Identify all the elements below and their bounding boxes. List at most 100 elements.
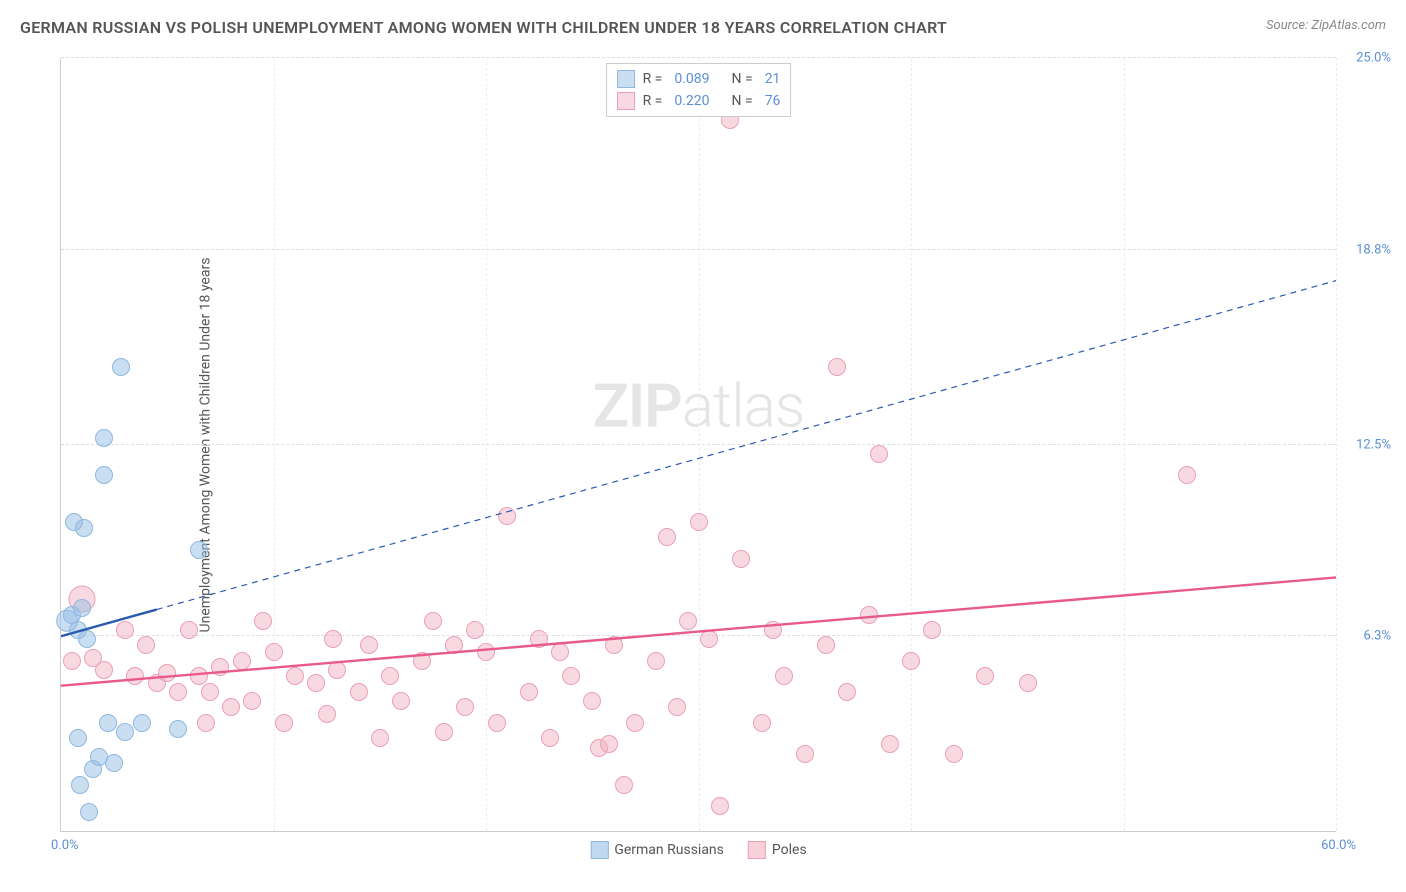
data-point	[73, 599, 91, 617]
data-point	[498, 507, 516, 525]
source-label: Source: ZipAtlas.com	[1266, 18, 1386, 33]
x-gridline	[1336, 58, 1337, 831]
data-point	[275, 714, 293, 732]
data-point	[328, 661, 346, 679]
data-point	[1178, 466, 1196, 484]
data-point	[424, 612, 442, 630]
data-point	[133, 714, 151, 732]
data-point	[265, 643, 283, 661]
x-gridline	[911, 58, 912, 831]
legend-series-item: German Russians	[590, 841, 724, 859]
data-point	[180, 621, 198, 639]
data-point	[63, 652, 81, 670]
data-point	[541, 729, 559, 747]
legend-r-label: R =	[643, 93, 663, 109]
data-point	[350, 683, 368, 701]
data-point	[700, 630, 718, 648]
data-point	[381, 667, 399, 685]
data-point	[520, 683, 538, 701]
data-point	[530, 630, 548, 648]
chart-area: Unemployment Among Women with Children U…	[48, 58, 1336, 832]
y-tick-label: 12.5%	[1356, 437, 1391, 452]
legend-series-label: German Russians	[614, 842, 724, 858]
data-point	[392, 692, 410, 710]
data-point	[197, 714, 215, 732]
data-point	[137, 636, 155, 654]
legend-stat-row: R =0.220N =76	[617, 90, 781, 112]
x-gridline	[699, 58, 700, 831]
plot-region: ZIPatlas R =0.089N =21R =0.220N =76 Germ…	[60, 58, 1336, 832]
data-point	[615, 776, 633, 794]
data-point	[711, 797, 729, 815]
legend-series-label: Poles	[772, 842, 807, 858]
data-point	[445, 636, 463, 654]
data-point	[78, 630, 96, 648]
data-point	[95, 466, 113, 484]
y-tick-label: 6.3%	[1363, 629, 1391, 644]
data-point	[254, 612, 272, 630]
x-tick-label: 60.0%	[1321, 838, 1356, 853]
x-gridline	[486, 58, 487, 831]
data-point	[71, 776, 89, 794]
data-point	[80, 803, 98, 821]
data-point	[870, 445, 888, 463]
data-point	[679, 612, 697, 630]
data-point	[243, 692, 261, 710]
data-point	[1019, 674, 1037, 692]
data-point	[668, 698, 686, 716]
data-point	[435, 723, 453, 741]
data-point	[75, 519, 93, 537]
data-point	[881, 735, 899, 753]
data-point	[945, 745, 963, 763]
data-point	[371, 729, 389, 747]
data-point	[690, 513, 708, 531]
data-point	[95, 661, 113, 679]
chart-title: GERMAN RUSSIAN VS POLISH UNEMPLOYMENT AM…	[20, 18, 947, 37]
data-point	[753, 714, 771, 732]
data-point	[69, 729, 87, 747]
data-point	[413, 652, 431, 670]
data-point	[201, 683, 219, 701]
data-point	[583, 692, 601, 710]
data-point	[112, 358, 130, 376]
data-point	[222, 698, 240, 716]
data-point	[169, 683, 187, 701]
legend-swatch	[617, 92, 635, 110]
legend-swatch	[748, 841, 766, 859]
legend-stats: R = 0.089 N = 21 R =0.220N =76	[606, 63, 792, 117]
data-point	[99, 714, 117, 732]
data-point	[211, 658, 229, 676]
legend-series-item: Poles	[748, 841, 807, 859]
legend-n-label: N =	[732, 71, 753, 87]
data-point	[169, 720, 187, 738]
data-point	[233, 652, 251, 670]
legend-r-value: 0.089	[674, 71, 709, 87]
data-point	[95, 429, 113, 447]
data-point	[838, 683, 856, 701]
legend-r-label: R =	[643, 71, 663, 87]
data-point	[158, 664, 176, 682]
legend-series: German Russians Poles	[590, 841, 806, 859]
data-point	[976, 667, 994, 685]
data-point	[477, 643, 495, 661]
data-point	[126, 667, 144, 685]
data-point	[775, 667, 793, 685]
y-tick-label: 25.0%	[1356, 51, 1391, 66]
data-point	[860, 606, 878, 624]
legend-n-value: 21	[765, 71, 781, 87]
x-tick-label: 0.0%	[51, 838, 79, 853]
data-point	[551, 643, 569, 661]
data-point	[605, 636, 623, 654]
data-point	[90, 748, 108, 766]
legend-n-label: N =	[732, 93, 753, 109]
data-point	[647, 652, 665, 670]
data-point	[286, 667, 304, 685]
y-tick-label: 18.8%	[1356, 242, 1391, 257]
watermark-bold: ZIP	[593, 370, 682, 441]
data-point	[764, 621, 782, 639]
data-point	[796, 745, 814, 763]
data-point	[626, 714, 644, 732]
header: GERMAN RUSSIAN VS POLISH UNEMPLOYMENT AM…	[0, 0, 1406, 45]
data-point	[307, 674, 325, 692]
data-point	[658, 528, 676, 546]
